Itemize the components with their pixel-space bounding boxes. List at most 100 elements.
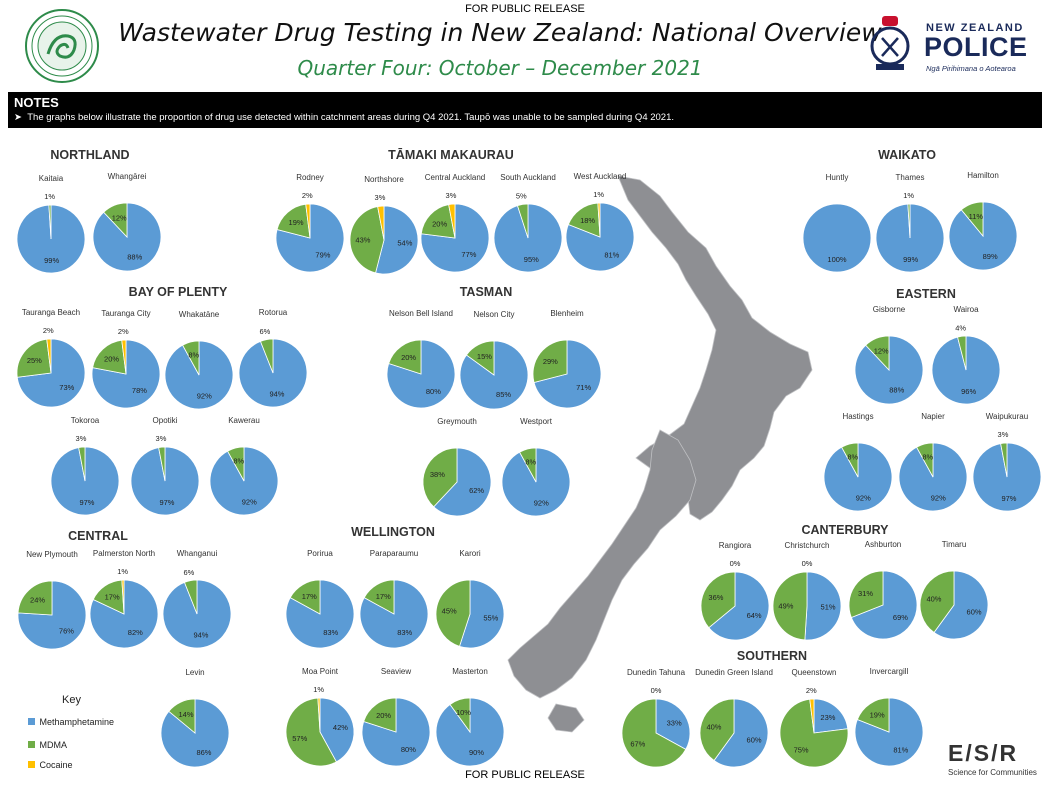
site-label-south-auckland: South Auckland [500, 173, 556, 182]
label-northshore-meth: 54% [397, 239, 412, 248]
label-whanganui-mdma: 6% [184, 568, 195, 577]
slice-gisborne-mdma [865, 335, 890, 372]
region-title-southern: SOUTHERN [736, 649, 808, 663]
pie-christchurch: 51% 49% 0% [772, 559, 842, 641]
label-westport-meth: 92% [534, 498, 549, 507]
label-rangiora-meth: 64% [747, 611, 762, 620]
label-westport-mdma: 8% [525, 458, 536, 467]
slice-central-auckland-mdma [420, 204, 456, 239]
label-ashburton-mdma: 31% [858, 589, 873, 598]
slice-northshore-mdma [349, 206, 385, 274]
slice-opotiki-mdma [158, 446, 166, 482]
region-title-northland: NORTHLAND [50, 148, 130, 162]
label-porirua-meth: 83% [323, 628, 338, 637]
site-label-moa-point: Moa Point [301, 667, 339, 676]
site-label-nelson-bell-island: Nelson Bell Island [388, 309, 454, 318]
pie-dunedin-tahuna: 33% 67% 0% [621, 686, 691, 768]
label-masterton-mdma: 10% [456, 708, 471, 717]
pie-levin: 86% 14% [160, 698, 230, 768]
label-new-plymouth-mdma: 24% [30, 596, 45, 605]
pie-ashburton: 69% 31% [848, 570, 918, 640]
slice-queenstown-cocaine [809, 698, 815, 734]
slice-thames-mdma [907, 203, 911, 239]
slice-porirua-mdma [289, 579, 321, 615]
site-label-karori: Karori [459, 549, 481, 558]
label-wairoa-meth: 96% [961, 387, 976, 396]
label-ashburton-meth: 69% [893, 613, 908, 622]
site-label-northshore: Northshore [364, 175, 404, 184]
slice-rangiora-mdma [700, 571, 736, 629]
label-thames-meth: 99% [903, 255, 918, 264]
pie-waipukurau: 97% 3% [972, 430, 1042, 512]
label-palmerston-north-meth: 82% [128, 628, 143, 637]
slice-palmerston-north-cocaine [121, 579, 125, 615]
north-island-shape [617, 175, 813, 521]
label-hamilton-meth: 89% [983, 252, 998, 261]
stewart-island-shape [547, 703, 585, 733]
police-sub-text: Ngā Pirihimana o Aotearoa [926, 64, 1016, 73]
police-top-text: NEW ZEALAND [926, 22, 1024, 34]
pie-seaview: 80% 20% [361, 697, 431, 767]
slice-palmerston-north-meth [89, 579, 159, 649]
label-karori-meth: 55% [483, 613, 498, 622]
site-label-kawerau: Kawerau [228, 416, 260, 425]
label-levin-mdma: 14% [179, 710, 194, 719]
slice-christchurch-meth [804, 571, 842, 641]
pie-huntly: 100% [802, 203, 872, 273]
pie-blenheim: 71% 29% [532, 339, 602, 409]
pie-queenstown: 23% 75% 2% [779, 686, 849, 768]
site-label-ashburton: Ashburton [864, 540, 902, 549]
label-whangarei-mdma: 12% [112, 213, 127, 222]
label-dunedin-tahuna-mdma: 67% [630, 740, 645, 749]
label-hastings-meth: 92% [856, 493, 871, 502]
pie-tauranga-beach: 73% 25% 2% [16, 326, 86, 408]
site-label-palmerston-north: Palmerston North [92, 549, 156, 558]
site-label-westport: Westport [520, 417, 552, 426]
label-rotorua-meth: 94% [269, 390, 284, 399]
label-hastings-mdma: 8% [847, 453, 858, 462]
pie-westport: 92% 8% [501, 447, 571, 517]
site-label-masterton: Masterton [452, 667, 488, 676]
pie-kawerau: 92% 8% [209, 446, 279, 516]
legend-label-meth: Methamphetamine [39, 717, 114, 727]
site-label-hastings: Hastings [842, 412, 874, 421]
slice-dunedin-green-island-mdma [699, 698, 735, 762]
legend-label-cocaine: Cocaine [39, 760, 73, 770]
site-label-tokoroa: Tokoroa [70, 416, 100, 425]
site-label-new-plymouth: New Plymouth [26, 550, 78, 559]
ndib-seal-logo [25, 9, 99, 83]
label-paraparaumu-mdma: 17% [376, 592, 391, 601]
slice-moa-point-cocaine [317, 697, 321, 733]
label-napier-meth: 92% [931, 493, 946, 502]
label-rodney-cocaine: 2% [302, 191, 313, 200]
label-hamilton-mdma: 11% [969, 212, 984, 221]
pie-whakatane: 92% 8% [164, 340, 234, 410]
site-label-gisborne: Gisborne [872, 305, 906, 314]
slice-westport-mdma [519, 447, 537, 483]
label-dunedin-green-island-mdma: 40% [706, 722, 721, 731]
label-greymouth-mdma: 38% [430, 470, 445, 479]
slice-greymouth-mdma [422, 447, 458, 508]
slice-dunedin-green-island-meth [713, 698, 769, 768]
esr-logo: E/S/R Science for Communities [946, 740, 1046, 784]
pie-whangarei: 88% 12% [92, 202, 162, 272]
site-label-whakatane: Whakatāne [178, 310, 220, 319]
label-kawerau-meth: 92% [242, 497, 257, 506]
label-kaitaia-meth: 99% [44, 256, 59, 265]
site-label-christchurch: Christchurch [784, 541, 830, 550]
label-masterton-meth: 90% [469, 748, 484, 757]
pie-gisborne: 88% 12% [854, 335, 924, 405]
legend-item-mdma: MDMA [28, 735, 67, 753]
label-moa-point-cocaine: 1% [313, 685, 324, 694]
label-whangarei-meth: 88% [127, 253, 142, 262]
slice-new-plymouth-mdma [17, 580, 53, 616]
label-invercargill-meth: 81% [893, 745, 908, 754]
label-whakatane-mdma: 8% [188, 351, 199, 360]
label-levin-meth: 86% [196, 748, 211, 757]
slice-invercargill-mdma [856, 697, 890, 733]
region-title-central: CENTRAL [68, 529, 128, 543]
pie-moa-point: 42% 57% 1% [285, 685, 355, 767]
label-christchurch-cocaine: 0% [802, 559, 813, 568]
pie-rotorua: 94% 6% [238, 327, 308, 408]
site-label-rodney: Rodney [296, 173, 324, 182]
